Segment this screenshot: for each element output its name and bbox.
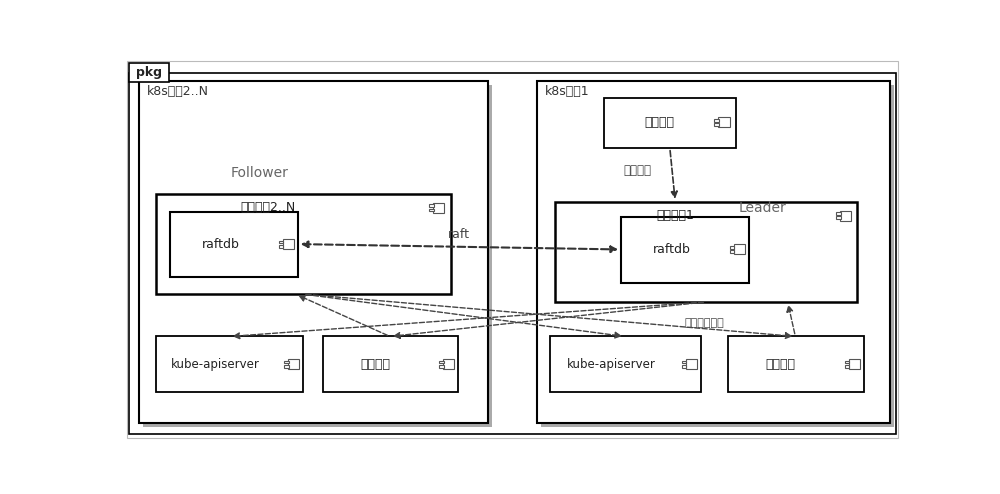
- Bar: [439, 361, 444, 364]
- Bar: [284, 365, 289, 368]
- Text: 监控服务: 监控服务: [766, 358, 796, 370]
- Text: 获取监控指标: 获取监控指标: [684, 318, 724, 328]
- Bar: [555, 202, 857, 302]
- Bar: [845, 361, 849, 364]
- Bar: [143, 84, 492, 427]
- Bar: [730, 246, 734, 249]
- Bar: [429, 205, 434, 207]
- Bar: [156, 194, 450, 294]
- Bar: [288, 359, 299, 369]
- Text: Follower: Follower: [230, 166, 288, 180]
- Bar: [718, 118, 730, 127]
- Text: 伸缩服务2..N: 伸缩服务2..N: [241, 202, 296, 214]
- Text: raftdb: raftdb: [652, 243, 690, 256]
- Bar: [682, 361, 686, 364]
- Text: 伸缩服务1: 伸缩服务1: [656, 209, 694, 222]
- Text: 策略配置: 策略配置: [623, 165, 651, 177]
- Bar: [845, 365, 849, 368]
- Bar: [541, 84, 894, 427]
- Bar: [429, 208, 434, 211]
- Bar: [604, 98, 736, 148]
- Text: kube-apiserver: kube-apiserver: [567, 358, 656, 370]
- Bar: [849, 359, 860, 369]
- Text: 监控服务: 监控服务: [360, 358, 390, 370]
- Text: pkg: pkg: [136, 66, 162, 79]
- Bar: [170, 212, 298, 277]
- Bar: [682, 365, 686, 368]
- Text: kube-apiserver: kube-apiserver: [171, 358, 260, 370]
- Bar: [139, 81, 488, 423]
- Bar: [156, 336, 303, 392]
- Text: raft: raft: [448, 228, 470, 242]
- Bar: [284, 361, 289, 364]
- Bar: [279, 245, 283, 247]
- Text: raftdb: raftdb: [201, 238, 239, 250]
- Bar: [714, 123, 719, 126]
- Bar: [433, 203, 444, 213]
- Bar: [323, 336, 458, 392]
- Bar: [836, 212, 841, 215]
- Bar: [279, 241, 283, 244]
- Bar: [283, 239, 294, 249]
- Bar: [836, 216, 841, 219]
- Bar: [714, 119, 719, 122]
- Text: Leader: Leader: [738, 201, 786, 215]
- Bar: [728, 336, 864, 392]
- Bar: [537, 81, 890, 423]
- Bar: [443, 359, 454, 369]
- Text: k8s集群2..N: k8s集群2..N: [147, 85, 209, 98]
- Bar: [840, 210, 851, 221]
- Bar: [550, 336, 701, 392]
- Bar: [686, 359, 697, 369]
- Text: k8s集群1: k8s集群1: [545, 85, 590, 98]
- Bar: [621, 217, 749, 283]
- Bar: [129, 63, 169, 82]
- Text: 外部系统: 外部系统: [645, 116, 675, 129]
- Bar: [734, 245, 745, 254]
- Bar: [439, 365, 444, 368]
- Bar: [730, 250, 734, 253]
